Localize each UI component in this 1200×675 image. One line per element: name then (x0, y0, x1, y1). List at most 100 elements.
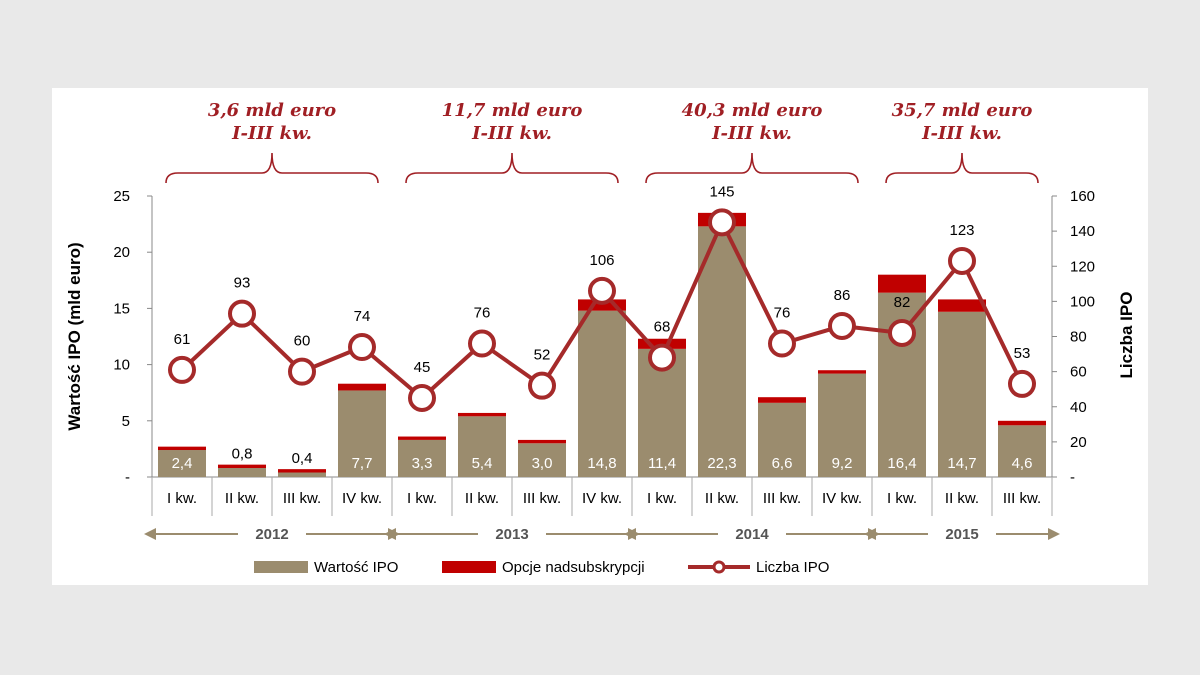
annotation-line-2: I-III kw. (471, 123, 552, 144)
x-tick-label: IV kw. (342, 490, 382, 507)
y-left-tick-label: 10 (113, 357, 130, 374)
x-tick-label: I kw. (167, 490, 197, 507)
bar-wartosc-ipo (398, 439, 446, 477)
x-tick-label: III kw. (283, 490, 321, 507)
bar-opcje-nadsubskrypcji (338, 383, 386, 391)
year-arrow-head-left (864, 528, 876, 540)
line-value-label: 45 (414, 359, 431, 376)
line-point-liczba-ipo (468, 329, 496, 358)
y-axis-left-title: Wartość IPO (mld euro) (65, 242, 84, 430)
x-tick-label: III kw. (523, 490, 561, 507)
bar-value-label: 3,3 (412, 455, 433, 472)
bar-opcje-nadsubskrypcji (758, 397, 806, 403)
bar-value-label: 4,6 (1012, 455, 1033, 472)
bar-opcje-nadsubskrypcji (578, 299, 626, 311)
year-label: 2014 (735, 526, 769, 543)
year-label: 2012 (255, 526, 288, 543)
y-left-tick-label: 5 (122, 413, 130, 430)
bar-wartosc-ipo (578, 310, 626, 477)
line-value-label: 76 (474, 305, 491, 322)
bar-wartosc-ipo (218, 468, 266, 477)
y-right-tick-label: - (1070, 469, 1075, 486)
line-value-label: 123 (949, 222, 974, 239)
line-point-liczba-ipo (648, 343, 676, 372)
x-tick-label: II kw. (705, 490, 739, 507)
line-point-liczba-ipo (888, 318, 916, 347)
y-axis-right-title: Liczba IPO (1117, 292, 1136, 379)
bar-wartosc-ipo (518, 443, 566, 477)
bar-value-label: 9,2 (832, 455, 853, 472)
line-value-label: 60 (294, 333, 311, 350)
line-point-liczba-ipo (168, 355, 196, 384)
bar-opcje-nadsubskrypcji (518, 439, 566, 444)
y-right-tick-label: 60 (1070, 364, 1087, 381)
bar-opcje-nadsubskrypcji (458, 412, 506, 417)
x-tick-label: III kw. (1003, 490, 1041, 507)
line-value-label: 76 (774, 305, 791, 322)
bar-opcje-nadsubskrypcji (398, 436, 446, 440)
line-value-label: 82 (894, 294, 911, 311)
bar-value-label: 14,7 (947, 455, 976, 472)
x-tick-label: I kw. (887, 490, 917, 507)
legend-label-opcje: Opcje nadsubskrypcji (502, 559, 645, 576)
bar-wartosc-ipo (278, 472, 326, 477)
bar-wartosc-ipo (758, 402, 806, 477)
bar-opcje-nadsubskrypcji (278, 469, 326, 473)
y-left-tick-label: 20 (113, 244, 130, 261)
bar-wartosc-ipo (938, 311, 986, 477)
annotation-line-1: 11,7 mld euro (442, 100, 583, 121)
x-tick-label: IV kw. (822, 490, 862, 507)
bar-value-label: 6,6 (772, 455, 793, 472)
line-value-label: 53 (1014, 345, 1031, 362)
bar-wartosc-ipo (158, 450, 206, 477)
year-label: 2013 (495, 526, 528, 543)
line-point-liczba-ipo (348, 333, 376, 362)
bar-wartosc-ipo (458, 416, 506, 477)
bar-wartosc-ipo (698, 226, 746, 477)
bar-value-label: 7,7 (352, 455, 373, 472)
y-right-tick-label: 100 (1070, 293, 1095, 310)
legend-swatch-liczba-ipo-marker (712, 560, 726, 574)
line-point-liczba-ipo (408, 383, 436, 412)
bar-opcje-nadsubskrypcji (218, 464, 266, 469)
line-value-label: 106 (589, 252, 614, 269)
bar-value-label: 0,4 (292, 450, 313, 467)
bar-value-label: 11,4 (648, 455, 676, 472)
line-point-liczba-ipo (588, 276, 616, 305)
x-tick-label: III kw. (763, 490, 801, 507)
line-value-label: 93 (234, 275, 251, 292)
x-tick-label: IV kw. (582, 490, 622, 507)
line-point-liczba-ipo (708, 208, 736, 237)
bar-opcje-nadsubskrypcji (938, 299, 986, 312)
y-left-tick-label: 15 (113, 300, 130, 317)
line-point-liczba-ipo (288, 357, 316, 386)
bar-opcje-nadsubskrypcji (998, 420, 1046, 426)
line-value-label: 68 (654, 319, 671, 336)
bar-wartosc-ipo (818, 373, 866, 477)
line-value-label: 52 (534, 347, 551, 364)
line-point-liczba-ipo (948, 246, 976, 275)
y-right-tick-label: 140 (1070, 223, 1095, 240)
legend-label-wartosc-ipo: Wartość IPO (314, 559, 398, 576)
bar-value-label: 22,3 (707, 455, 736, 472)
year-arrow-head-right (1048, 528, 1060, 540)
x-tick-label: I kw. (647, 490, 677, 507)
x-tick-label: II kw. (945, 490, 979, 507)
bar-opcje-nadsubskrypcji (818, 370, 866, 374)
x-tick-label: II kw. (225, 490, 259, 507)
line-point-liczba-ipo (828, 311, 856, 340)
bar-value-label: 14,8 (587, 455, 616, 472)
year-arrow-head-left (384, 528, 396, 540)
y-right-tick-label: 40 (1070, 399, 1087, 416)
year-arrow-head-left (144, 528, 156, 540)
legend-label-liczba-ipo: Liczba IPO (756, 559, 829, 576)
annotation-line-1: 35,7 mld euro (892, 100, 1033, 121)
bar-value-label: 16,4 (887, 455, 916, 472)
bar-value-label: 0,8 (232, 446, 253, 463)
line-point-liczba-ipo (528, 371, 556, 400)
annotation-line-2: I-III kw. (231, 123, 312, 144)
year-arrow-head-left (624, 528, 636, 540)
y-left-tick-label: 25 (113, 188, 130, 205)
line-value-label: 86 (834, 287, 851, 304)
